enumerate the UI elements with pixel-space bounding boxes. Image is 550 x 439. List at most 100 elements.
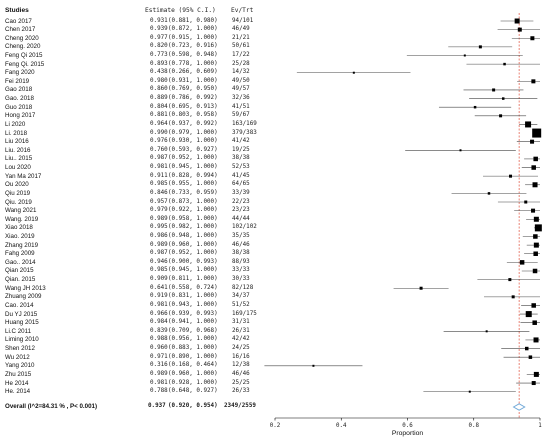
study-name: Qiu 2019: [5, 189, 31, 197]
study-name: Wang. 2019: [5, 215, 39, 223]
study-estimate: 0.989: [150, 215, 168, 222]
study-evtrt: 169/175: [232, 310, 257, 317]
study-ci: (0.952, 1.000): [168, 250, 218, 257]
study-evtrt: 12/38: [232, 362, 250, 369]
study-estimate: 0.773: [150, 51, 168, 58]
study-estimate: 0.971: [150, 353, 168, 360]
study-ci: (0.931, 1.000): [168, 77, 218, 84]
study-ci: (0.883, 1.000): [168, 345, 218, 352]
study-estimate: 0.979: [150, 207, 168, 214]
study-evtrt: 23/23: [232, 207, 250, 214]
study-box: [524, 200, 528, 204]
study-estimate: 0.966: [150, 310, 168, 317]
study-name: Qian 2015: [5, 267, 34, 275]
study-estimate: 0.939: [150, 26, 168, 33]
study-ci: (0.922, 1.000): [168, 207, 218, 214]
study-box: [532, 320, 537, 325]
study-box: [485, 330, 488, 333]
study-name: Li.C 2011: [5, 327, 32, 335]
study-name: Cao 2017: [5, 17, 32, 25]
study-estimate: 0.911: [150, 172, 168, 179]
study-evtrt: 46/46: [232, 370, 250, 377]
study-evtrt: 26/31: [232, 327, 250, 334]
study-name: Zhang 2019: [5, 241, 39, 249]
study-estimate: 0.989: [150, 370, 168, 377]
study-name: Chen 2017: [5, 26, 36, 34]
study-name: Qian. 2015: [5, 276, 36, 284]
study-evtrt: 94/101: [232, 17, 254, 24]
study-name: Gao 2018: [5, 86, 33, 94]
study-box: [532, 268, 538, 274]
study-evtrt: 52/53: [232, 164, 250, 171]
study-box: [419, 286, 423, 290]
study-box: [533, 251, 538, 256]
study-evtrt: 49/57: [232, 86, 250, 93]
study-estimate: 0.981: [150, 164, 168, 171]
study-estimate: 0.881: [150, 112, 168, 119]
study-box: [473, 105, 477, 109]
study-estimate: 0.985: [150, 267, 168, 274]
study-estimate: 0.977: [150, 34, 168, 41]
study-box: [533, 156, 538, 162]
study-box: [534, 224, 542, 232]
study-ci: (0.266, 0.609): [168, 69, 218, 76]
study-evtrt: 44/44: [232, 215, 250, 222]
study-ci: (0.803, 0.958): [168, 112, 218, 119]
study-ci: (0.593, 0.927): [168, 146, 218, 153]
study-box: [525, 121, 532, 128]
study-ci: (0.982, 1.000): [168, 224, 218, 231]
study-ci: (0.941, 1.000): [168, 319, 218, 326]
study-evtrt: 26/33: [232, 388, 250, 395]
study-ci: (0.945, 1.000): [168, 164, 218, 171]
study-estimate: 0.860: [150, 86, 168, 93]
study-estimate: 0.995: [150, 224, 168, 231]
study-estimate: 0.760: [150, 146, 168, 153]
study-estimate: 0.987: [150, 250, 168, 257]
overall-label: Overall (I^2=84.31 % , P< 0.001): [5, 403, 98, 410]
study-ci: (0.786, 0.992): [168, 95, 218, 102]
study-evtrt: 379/383: [232, 129, 257, 136]
study-estimate: 0.960: [150, 345, 168, 352]
study-name: Feng Qi. 2015: [5, 60, 45, 68]
study-evtrt: 25/28: [232, 60, 250, 67]
study-estimate: 0.986: [150, 233, 168, 239]
x-tick-label: 0.6: [402, 423, 413, 429]
study-name: Cheng 2020: [5, 34, 39, 42]
study-evtrt: 64/65: [232, 181, 250, 188]
study-estimate: 0.981: [150, 379, 168, 386]
study-evtrt: 42/42: [232, 336, 250, 343]
study-box: [533, 234, 538, 239]
study-name: Liu. 2016: [5, 146, 31, 154]
study-evtrt: 49/50: [232, 77, 250, 84]
study-evtrt: 21/21: [232, 34, 250, 41]
study-ci: (0.900, 0.993): [168, 258, 218, 265]
study-estimate: 0.985: [150, 181, 168, 188]
study-box: [532, 128, 542, 138]
study-estimate: 0.990: [150, 129, 168, 136]
study-name: He 2014: [5, 379, 29, 387]
study-estimate: 0.820: [150, 43, 168, 50]
study-name: Gao.. 2014: [5, 258, 36, 266]
study-estimate: 0.919: [150, 293, 168, 300]
study-box: [499, 114, 503, 118]
study-box: [531, 208, 536, 213]
study-ci: (0.695, 0.913): [168, 103, 218, 110]
study-box: [525, 311, 532, 318]
study-estimate: 0.988: [150, 336, 168, 343]
study-evtrt: 41/51: [232, 103, 250, 110]
study-box: [532, 182, 538, 188]
study-box: [531, 303, 536, 308]
study-name: Du YJ 2015: [5, 310, 38, 318]
study-ci: (0.948, 1.000): [168, 233, 218, 239]
study-box: [517, 27, 522, 32]
study-box: [533, 337, 539, 343]
study-ci: (0.598, 0.948): [168, 51, 218, 58]
study-evtrt: 38/38: [232, 155, 250, 162]
study-box: [463, 54, 466, 57]
study-box: [503, 62, 506, 66]
study-ci: (0.915, 1.000): [168, 34, 218, 41]
study-evtrt: 32/36: [232, 95, 250, 102]
study-box: [501, 97, 505, 100]
study-evtrt: 50/61: [232, 43, 250, 50]
study-estimate: 0.889: [150, 95, 168, 102]
